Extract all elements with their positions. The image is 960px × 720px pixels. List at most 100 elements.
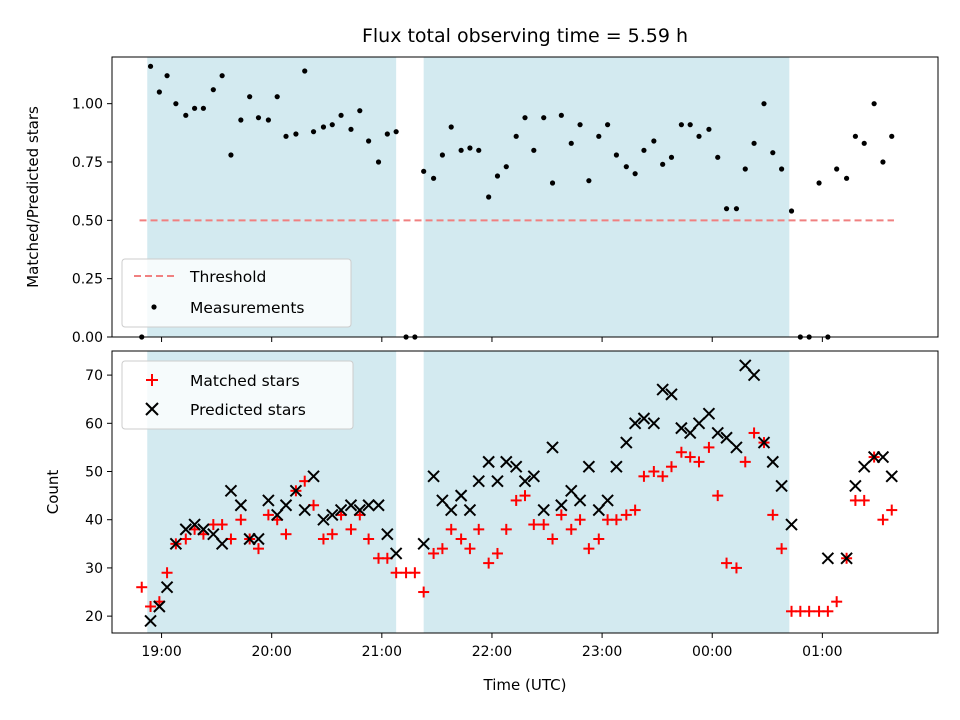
predicted-point xyxy=(353,503,367,517)
predicted-point xyxy=(334,503,348,517)
predicted-point xyxy=(463,503,477,517)
matched-point xyxy=(776,543,788,555)
measurement-point xyxy=(852,133,859,139)
legend-predicted-label: Predicted stars xyxy=(190,401,306,419)
measurement-point xyxy=(889,133,895,139)
x-tick-label: 00:00 xyxy=(692,644,732,660)
matched-point xyxy=(390,567,402,579)
bottom-legend-box xyxy=(121,360,354,430)
bottom-y-axis: 20 30 40 50 60 70 xyxy=(85,368,112,625)
measurement-point xyxy=(192,105,198,111)
measurement-point xyxy=(274,94,280,100)
measurement-point xyxy=(348,126,354,132)
matched-point xyxy=(519,490,531,502)
predicted-point xyxy=(747,368,761,382)
predicted-point xyxy=(665,388,678,401)
predicted-point xyxy=(389,547,403,560)
predicted-point xyxy=(188,518,201,531)
predicted-point xyxy=(565,484,578,498)
measurement-point xyxy=(430,175,437,181)
predicted-point xyxy=(518,474,532,488)
predicted-point xyxy=(675,421,688,435)
x-tick-label: 23:00 xyxy=(582,644,622,660)
predicted-point xyxy=(702,407,716,420)
matched-point xyxy=(877,514,889,526)
measurement-point xyxy=(255,115,262,121)
predicted-point xyxy=(262,494,275,507)
measurement-point xyxy=(247,94,253,100)
bottom-plot-frame xyxy=(111,350,939,634)
predicted-point xyxy=(592,503,605,517)
predicted-point xyxy=(610,460,623,473)
predicted-point xyxy=(620,436,633,449)
predicted-point xyxy=(821,552,835,565)
bottom-panel: 20 30 40 50 60 70 19:00 20:00 21:00 22:00 23:00 00… xyxy=(44,350,939,694)
measurement-point xyxy=(715,154,721,160)
measurement-point xyxy=(476,147,482,153)
measurement-point xyxy=(228,152,234,158)
predicted-point xyxy=(207,527,220,541)
matched-point xyxy=(648,466,660,478)
predicted-point xyxy=(243,532,256,546)
predicted-point xyxy=(546,441,559,454)
measurement-point xyxy=(531,147,537,153)
predicted-point xyxy=(730,441,743,454)
top-y-axis: 0.00 0.25 0.50 0.75 1.00 xyxy=(72,97,112,346)
predicted-point xyxy=(656,383,669,396)
measurement-point xyxy=(283,133,289,139)
predicted-point xyxy=(775,479,788,493)
measurement-point xyxy=(320,124,327,130)
measurement-point xyxy=(421,168,427,174)
bottom-y-tick-label: 50 xyxy=(85,465,103,481)
predicted-point xyxy=(509,460,523,473)
predicted-point xyxy=(491,474,504,488)
matched-point xyxy=(161,567,173,579)
measurement-point xyxy=(329,122,335,128)
matched-point xyxy=(280,528,292,540)
measurement-point xyxy=(366,138,372,144)
measurement-point xyxy=(238,117,244,123)
predicted-point xyxy=(372,499,385,512)
predicted-point xyxy=(362,499,375,512)
measurement-point xyxy=(265,117,271,123)
matched-point xyxy=(712,490,724,502)
matched-point xyxy=(345,523,357,535)
bottom-y-tick-label: 40 xyxy=(85,513,103,529)
top-plot-frame xyxy=(111,56,939,338)
matched-point xyxy=(803,605,815,617)
matched-point xyxy=(629,504,641,516)
measurement-point xyxy=(164,73,170,79)
legend-threshold-label: Threshold xyxy=(189,268,266,286)
measurement-point xyxy=(467,145,473,151)
matched-point xyxy=(684,451,696,463)
measurement-point xyxy=(816,180,822,186)
matched-point xyxy=(409,567,421,579)
legend-measurements-swatch xyxy=(151,304,157,310)
predicted-point xyxy=(160,580,174,594)
predicted-point xyxy=(344,499,358,512)
measurements-series xyxy=(139,63,895,340)
predicted-point xyxy=(427,470,440,483)
predicted-point xyxy=(885,470,898,483)
measurement-point xyxy=(605,122,611,128)
predicted-point xyxy=(867,450,881,464)
bottom-y-tick-label: 20 xyxy=(85,609,103,625)
matched-point xyxy=(675,446,687,458)
measurement-point xyxy=(486,194,492,200)
predicted-point xyxy=(757,436,771,449)
legend-matched-label: Matched stars xyxy=(190,372,300,390)
measurement-point xyxy=(503,164,509,170)
matched-point xyxy=(583,543,595,555)
measurement-point xyxy=(706,126,712,132)
measurement-point xyxy=(577,122,583,128)
matched-point xyxy=(252,543,264,555)
bottom-y-tick-label: 60 xyxy=(85,416,103,432)
matched-point xyxy=(555,509,567,521)
predicted-point xyxy=(417,537,430,551)
predicted-point xyxy=(169,537,183,551)
top-y-tick-label: 0.25 xyxy=(72,272,103,288)
predicted-point xyxy=(637,412,651,425)
predicted-point xyxy=(381,527,394,541)
predicted-point xyxy=(215,537,229,551)
measurement-point xyxy=(384,131,390,137)
